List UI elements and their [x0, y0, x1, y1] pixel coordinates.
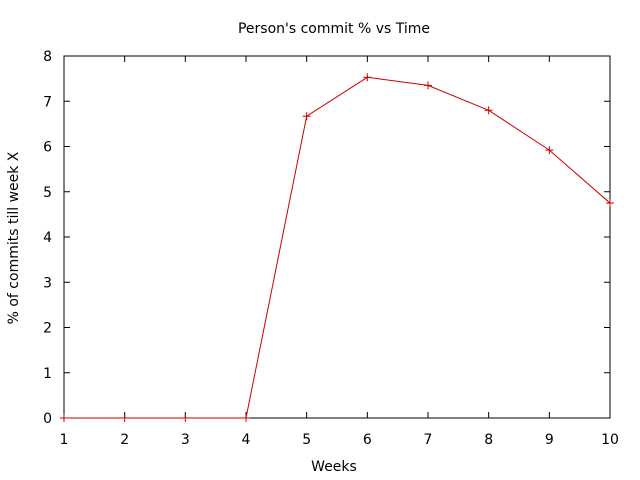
x-tick-label-1: 1 [60, 432, 69, 448]
x-tick-label-10: 10 [601, 432, 619, 448]
y-axis-ticks: 0 1 2 3 4 5 6 7 8 [43, 49, 610, 427]
series-point-1-2 [120, 414, 129, 422]
x-tick-label-9: 9 [545, 432, 554, 448]
y-tick-label-6: 5 [43, 185, 52, 201]
series-point-1-9 [545, 146, 554, 155]
y-tick-label-3: 2 [43, 321, 52, 337]
series-point-1-7 [424, 81, 432, 90]
x-tick-label-7: 7 [424, 432, 433, 448]
y-tick-label-4: 3 [43, 275, 52, 291]
series-line-1 [64, 76, 611, 419]
x-axis-label: Weeks [311, 459, 357, 475]
series-layer [60, 73, 614, 422]
x-tick-label-6: 6 [363, 432, 372, 448]
series-point-1-1 [60, 414, 68, 422]
series-point-1-8 [484, 106, 493, 115]
x-tick-label-5: 5 [302, 432, 311, 448]
chart-title: Person's commit % vs Time [238, 21, 430, 37]
y-tick-label-5: 4 [43, 230, 52, 246]
x-axis-ticks: 1 2 3 4 5 6 7 8 9 10 [60, 56, 619, 448]
x-tick-label-4: 4 [242, 432, 251, 448]
x-tick-label-8: 8 [484, 432, 493, 448]
y-tick-label-1: 0 [43, 411, 52, 427]
series-point-1-6 [363, 73, 372, 82]
series-point-1-3 [181, 414, 190, 422]
plot-frame [63, 55, 611, 419]
y-tick-label-8: 7 [43, 94, 52, 110]
series-point-1-10 [606, 199, 614, 208]
series-point-1-5 [302, 112, 311, 121]
y-axis-label: % of commits till week X [6, 151, 22, 324]
y-tick-label-9: 8 [43, 49, 52, 65]
x-tick-label-3: 3 [181, 432, 190, 448]
series-point-1-4 [242, 414, 250, 422]
x-tick-label-2: 2 [120, 432, 129, 448]
y-tick-label-2: 1 [43, 366, 52, 382]
y-tick-label-7: 6 [43, 140, 52, 156]
